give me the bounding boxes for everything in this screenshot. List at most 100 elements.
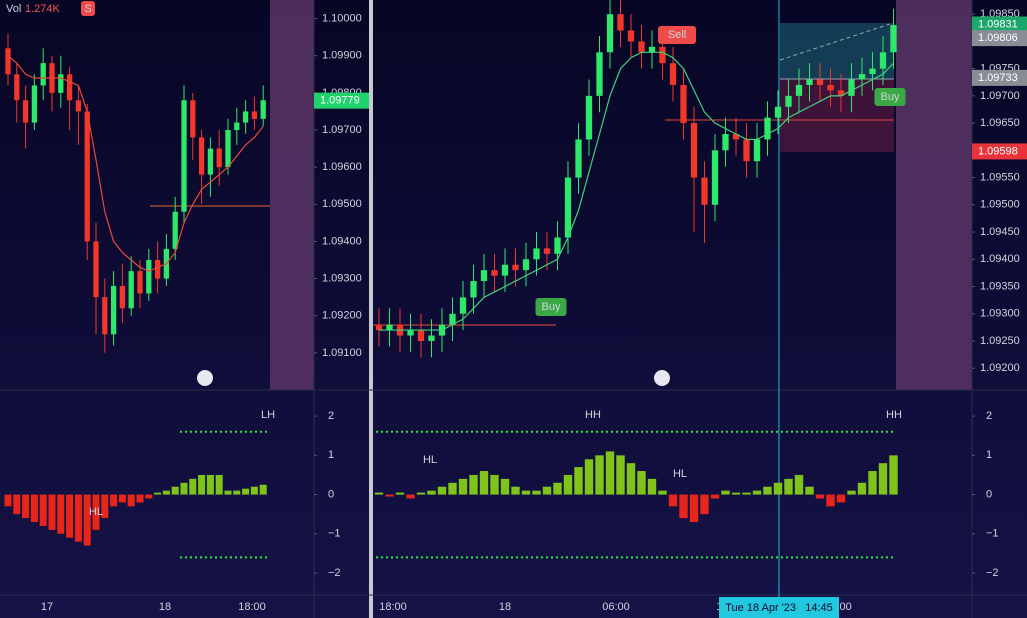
future-zone	[270, 0, 314, 390]
candle-body	[533, 248, 540, 260]
candle-body	[543, 248, 551, 254]
y-tick-label: 1.09100	[322, 347, 362, 359]
candle-body	[648, 46, 656, 53]
histogram-bar	[136, 494, 144, 503]
candle-body	[480, 270, 488, 282]
y-tick-label: 1.09850	[980, 8, 1020, 20]
histogram-bar	[647, 478, 657, 495]
crosshair-label-box	[719, 597, 839, 618]
histogram-bar	[878, 463, 888, 495]
candle-body	[785, 95, 792, 107]
candle-body	[722, 133, 729, 151]
y-tick-label: 1.09650	[980, 117, 1020, 129]
histogram-bar	[584, 459, 594, 495]
swing-label: HL	[89, 506, 103, 518]
histogram-bar	[826, 494, 835, 507]
candle-body	[40, 63, 46, 86]
candle-body	[743, 139, 750, 162]
candle-body	[491, 270, 498, 276]
candle-body	[198, 137, 205, 175]
y-tick-label: 1.10000	[322, 12, 362, 24]
histogram-bar	[521, 490, 531, 495]
candle-body	[22, 100, 29, 123]
histogram-bar	[511, 486, 520, 495]
volume-label: Vol	[6, 3, 21, 15]
histogram-bar	[101, 494, 109, 519]
histogram-bar	[626, 463, 636, 495]
candle-body	[774, 106, 782, 118]
histogram-bar	[500, 478, 510, 495]
histogram-bar	[406, 494, 415, 499]
histogram-bar	[469, 474, 478, 495]
x-tick-label: 18	[159, 601, 171, 613]
y-tick-label: 1.09700	[322, 124, 362, 136]
histogram-bar	[233, 490, 241, 495]
histogram-bar	[385, 494, 394, 497]
pane-divider	[369, 0, 373, 618]
y-tick-label: 1.09200	[980, 362, 1020, 374]
histogram-bar	[490, 474, 499, 495]
candle-body	[795, 84, 803, 96]
candle-body	[806, 79, 813, 85]
candle-body	[207, 148, 214, 175]
histogram-bar	[259, 484, 267, 495]
histogram-bar	[4, 494, 12, 507]
y-tick-label: −1	[986, 528, 999, 540]
candle-body	[110, 286, 117, 335]
y-tick-label: 1.09500	[322, 198, 362, 210]
candle-body	[190, 100, 196, 138]
candle-body	[753, 139, 761, 162]
candle-body	[181, 100, 187, 212]
price-label-box	[314, 92, 369, 109]
x-tick-label: 06:00	[602, 601, 630, 613]
candle-body	[128, 271, 134, 309]
histogram-bar	[118, 494, 126, 503]
histogram-bar	[83, 494, 91, 546]
histogram-bar	[773, 482, 783, 495]
histogram-bar	[658, 490, 667, 495]
candle-body	[449, 313, 456, 325]
price-label: 1.09806	[978, 32, 1018, 44]
histogram-bar	[889, 455, 898, 495]
candle-body	[225, 130, 231, 168]
candle-body	[858, 74, 866, 80]
candle-body	[84, 111, 90, 242]
histogram-bar	[794, 474, 804, 495]
y-tick-label: 1.09250	[980, 335, 1020, 347]
histogram-bar	[13, 494, 21, 515]
histogram-bar	[374, 492, 384, 495]
candle-body	[93, 241, 99, 298]
moving-average	[379, 51, 894, 331]
histogram-bar	[427, 490, 436, 495]
candle-body	[375, 324, 383, 331]
histogram-bar	[616, 455, 625, 495]
histogram-bar	[805, 486, 814, 495]
y-tick-label: 2	[986, 410, 992, 422]
signal-badge	[81, 1, 95, 16]
histogram-bar	[857, 482, 867, 495]
histogram-bar	[242, 488, 250, 495]
candle-body	[522, 259, 530, 271]
histogram-bar	[868, 471, 877, 495]
y-tick-label: 1.09300	[980, 308, 1020, 320]
histogram-bar	[679, 494, 688, 519]
x-tick-label: 18:00	[238, 601, 266, 613]
histogram-bar	[563, 474, 573, 495]
candle-body	[879, 52, 887, 69]
y-tick-label: −2	[328, 567, 341, 579]
y-tick-label: 1	[328, 449, 334, 461]
histogram-bar	[198, 474, 206, 495]
flag-icon	[197, 370, 213, 386]
y-tick-label: 1.09200	[322, 310, 362, 322]
histogram-bar	[668, 494, 678, 507]
histogram-bar	[815, 494, 825, 499]
candle-body	[564, 177, 572, 238]
price-label: 1.09733	[978, 72, 1018, 84]
candle-body	[102, 297, 108, 335]
y-tick-label: 0	[328, 488, 334, 500]
y-tick-label: −2	[986, 567, 999, 579]
y-tick-label: 1.09450	[980, 226, 1020, 238]
candle-body	[172, 211, 178, 249]
histogram-bar	[395, 492, 405, 495]
histogram-bar	[30, 494, 38, 523]
